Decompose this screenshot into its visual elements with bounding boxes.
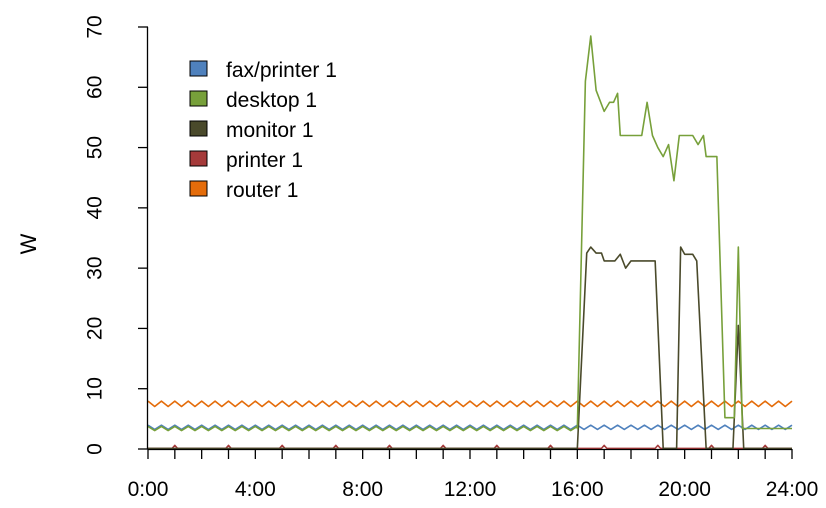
legend-label: desktop 1 [226,89,317,112]
series-line-monitor-1 [148,246,792,450]
x-tick-label: 16:00 [551,478,604,501]
y-tick-label: 10 [84,377,107,400]
series-line-desktop-1 [147,35,792,432]
y-tick-label: 0 [84,443,107,455]
series-line-fax-printer-1 [147,424,793,431]
x-tick-label: 20:00 [658,478,711,501]
legend-label: fax/printer 1 [226,59,337,82]
legend-swatch [189,180,208,197]
y-tick-label: 20 [84,317,107,340]
legend-swatch [189,90,208,107]
legend-label: router 1 [226,179,298,202]
axes: 0:00 4:00 8:00 12:00 16:00 20:00 24:00 0 10 20 30 4… [84,15,819,501]
x-tick-label: 24:00 [766,478,819,501]
legend-swatch [189,150,208,167]
y-axis-title: W [16,233,41,254]
series-layer [147,35,793,450]
y-tick-label: 40 [84,196,107,219]
legend-label: printer 1 [226,149,303,172]
legend-label: monitor 1 [226,119,314,142]
legend: fax/printer 1 desktop 1 monitor 1 printer 1… [189,59,337,202]
x-tick-label: 12:00 [444,478,497,501]
legend-swatch [189,60,208,77]
x-tick-label: 0:00 [128,478,169,501]
x-tick-label: 4:00 [235,478,276,501]
y-tick-label: 50 [84,136,107,159]
y-tick-label: 60 [84,76,107,99]
y-tick-label: 30 [84,256,107,279]
series-line-router-1 [147,400,793,408]
y-tick-label: 70 [84,15,107,38]
legend-swatch [189,120,208,137]
x-tick-label: 8:00 [342,478,383,501]
